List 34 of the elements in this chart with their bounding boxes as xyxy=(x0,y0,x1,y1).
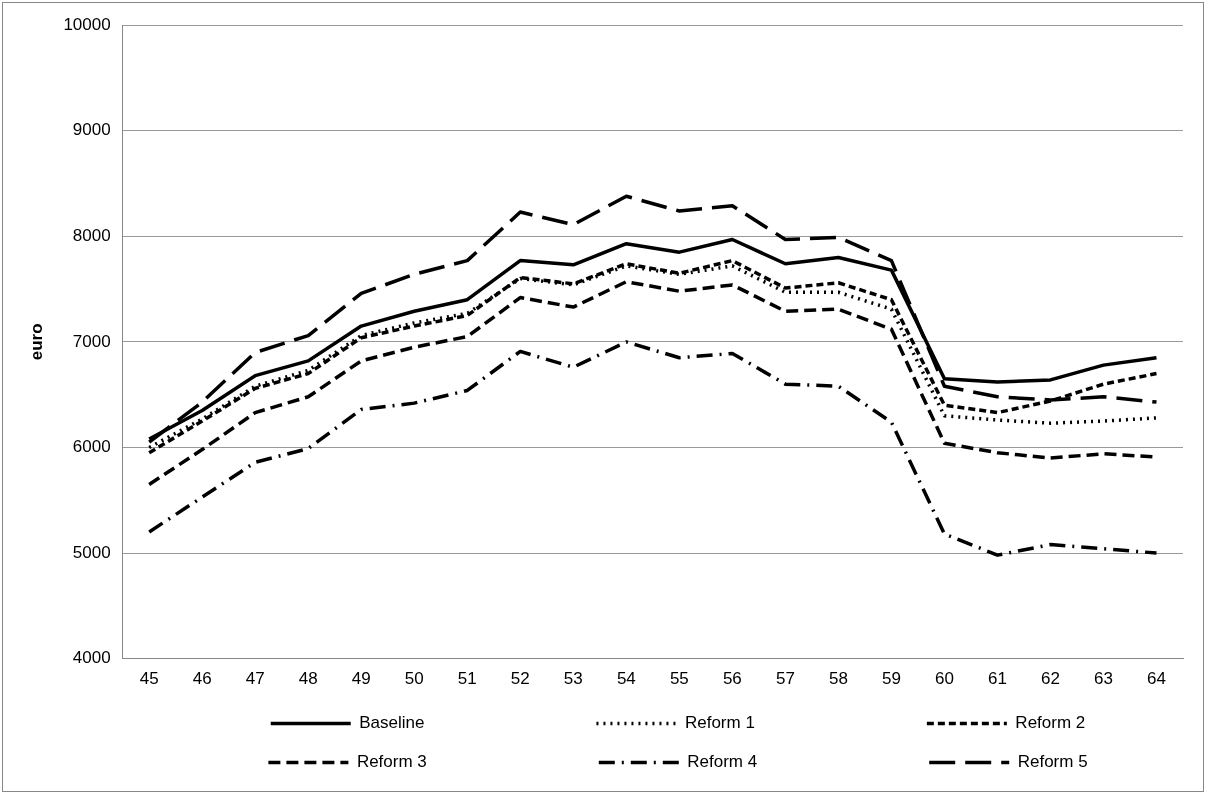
x-tick-label: 63 xyxy=(1094,669,1113,689)
y-tick-label: 9000 xyxy=(72,120,111,140)
x-tick-label: 45 xyxy=(139,669,159,689)
y-axis-title: euro xyxy=(26,323,46,361)
y-tick-label: 4000 xyxy=(72,648,111,668)
x-tick-label: 50 xyxy=(404,669,424,689)
legend-label: Reform 2 xyxy=(1015,713,1086,733)
x-tick-label: 60 xyxy=(934,669,954,689)
y-tick-label: 5000 xyxy=(72,542,111,562)
y-tick-label: 10000 xyxy=(63,14,111,34)
x-tick-label: 46 xyxy=(192,669,212,689)
x-tick-label: 55 xyxy=(669,669,689,689)
x-tick-label: 54 xyxy=(616,669,636,689)
legend-label: Reform 3 xyxy=(356,752,427,772)
x-tick-label: 62 xyxy=(1041,669,1060,689)
x-tick-label: 59 xyxy=(881,669,901,689)
x-tick-label: 64 xyxy=(1147,669,1166,689)
x-tick-label: 61 xyxy=(987,669,1007,689)
x-tick-label: 51 xyxy=(457,669,477,689)
x-tick-label: 49 xyxy=(351,669,371,689)
legend-label: Reform 4 xyxy=(687,752,758,772)
x-tick-label: 53 xyxy=(563,669,583,689)
x-tick-label: 56 xyxy=(722,669,742,689)
legend-label: Reform 5 xyxy=(1017,752,1088,772)
y-tick-label: 8000 xyxy=(72,226,111,246)
x-tick-label: 58 xyxy=(828,669,848,689)
x-tick-label: 52 xyxy=(510,669,530,689)
x-tick-label: 48 xyxy=(298,669,318,689)
y-tick-label: 6000 xyxy=(72,437,111,457)
x-tick-label: 47 xyxy=(245,669,265,689)
y-tick-label: 7000 xyxy=(72,331,111,351)
x-tick-label: 57 xyxy=(775,669,795,689)
legend-label: Baseline xyxy=(359,713,425,733)
legend-label: Reform 1 xyxy=(684,713,755,733)
